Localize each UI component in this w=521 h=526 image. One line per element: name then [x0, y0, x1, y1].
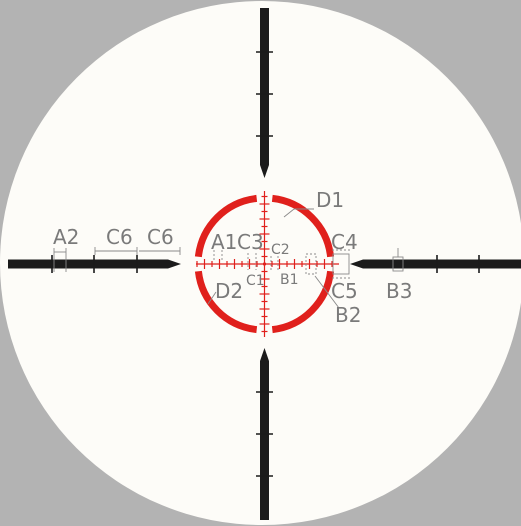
label-c5: C5: [331, 279, 358, 303]
ring-arc-top-left: [194, 194, 258, 258]
top-post: [260, 8, 269, 178]
label-d1: D1: [316, 188, 344, 212]
label-c6-left: C6: [106, 225, 133, 249]
label-c3: C3: [237, 230, 264, 254]
label-b2: B2: [335, 303, 361, 327]
label-c4: C4: [331, 230, 358, 254]
center-dot: [262, 262, 267, 266]
ring-arc-bottom-right: [271, 270, 335, 334]
ring-arc-top-right: [271, 194, 335, 258]
label-d2: D2: [215, 279, 243, 303]
right-post: [350, 259, 521, 269]
label-c6-right: C6: [147, 225, 174, 249]
label-c1: C1: [246, 273, 265, 289]
label-c2: C2: [271, 242, 290, 258]
fine-crosshair-ticks: [196, 195, 333, 333]
dimension-callouts: [53, 208, 404, 309]
label-a2: A2: [53, 225, 79, 249]
label-a1: A1: [211, 230, 237, 254]
label-b1: B1: [280, 272, 299, 288]
ring-arc-bottom-left: [194, 270, 258, 334]
label-b3: B3: [386, 279, 412, 303]
